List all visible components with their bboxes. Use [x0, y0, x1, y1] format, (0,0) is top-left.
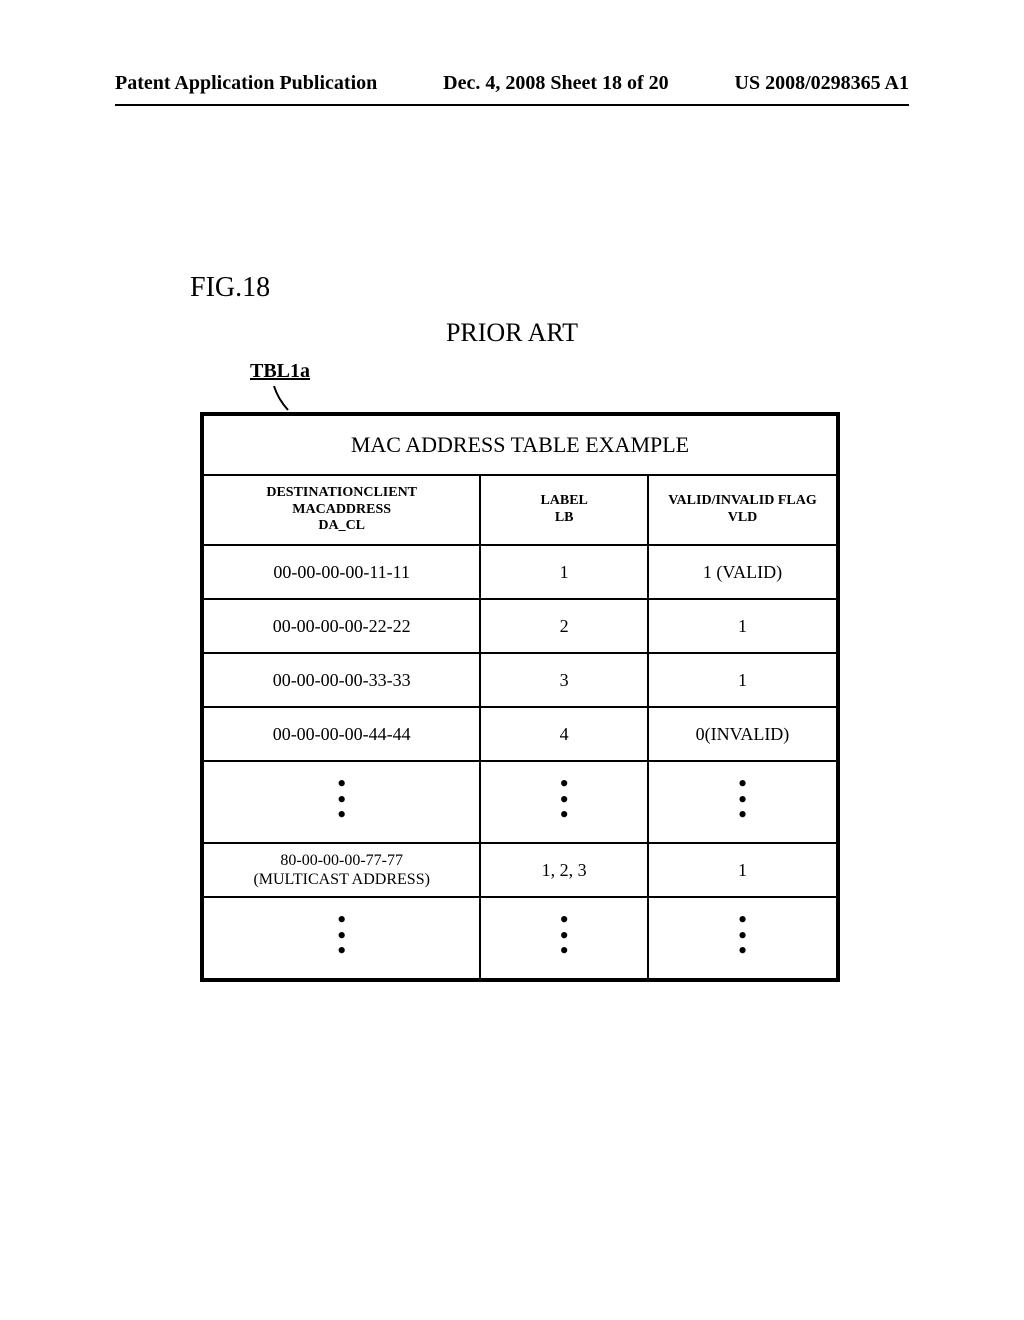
- table-row: 00-00-00-00-11-11 1 1 (VALID): [202, 545, 838, 599]
- cell-ellipsis: •••: [480, 897, 648, 980]
- header-divider: [115, 104, 909, 106]
- cell-flag: 0(INVALID): [648, 707, 838, 761]
- table-row: 80-00-00-00-77-77 (MULTICAST ADDRESS) 1,…: [202, 843, 838, 897]
- table-row: 00-00-00-00-44-44 4 0(INVALID): [202, 707, 838, 761]
- cell-label: 1: [480, 545, 648, 599]
- mac-address-table: MAC ADDRESS TABLE EXAMPLE DESTINATIONCLI…: [200, 412, 840, 982]
- cell-ellipsis: •••: [648, 761, 838, 843]
- cell-flag: 1 (VALID): [648, 545, 838, 599]
- cell-mac-multicast: 80-00-00-00-77-77 (MULTICAST ADDRESS): [202, 843, 480, 897]
- cell-label: 2: [480, 599, 648, 653]
- header-center: Dec. 4, 2008 Sheet 18 of 20: [443, 72, 669, 95]
- table-header-row: DESTINATIONCLIENT MACADDRESS DA_CL LABEL…: [202, 475, 838, 545]
- column-header-mac: DESTINATIONCLIENT MACADDRESS DA_CL: [202, 475, 480, 545]
- cell-ellipsis: •••: [480, 761, 648, 843]
- pointer-arrow-icon: [268, 384, 298, 414]
- cell-mac: 00-00-00-00-11-11: [202, 545, 480, 599]
- prior-art-label: PRIOR ART: [0, 318, 1024, 348]
- cell-ellipsis: •••: [202, 761, 480, 843]
- table-title: MAC ADDRESS TABLE EXAMPLE: [202, 414, 838, 475]
- cell-mac: 00-00-00-00-33-33: [202, 653, 480, 707]
- column-header-flag: VALID/INVALID FLAG VLD: [648, 475, 838, 545]
- page-header: Patent Application Publication Dec. 4, 2…: [115, 72, 909, 95]
- cell-mac: 00-00-00-00-44-44: [202, 707, 480, 761]
- header-left: Patent Application Publication: [115, 72, 377, 95]
- table-row: 00-00-00-00-22-22 2 1: [202, 599, 838, 653]
- table-title-row: MAC ADDRESS TABLE EXAMPLE: [202, 414, 838, 475]
- header-right: US 2008/0298365 A1: [735, 72, 909, 95]
- cell-flag: 1: [648, 843, 838, 897]
- cell-label: 3: [480, 653, 648, 707]
- table-reference-label: TBL1a: [250, 360, 310, 383]
- column-header-label-text: LABEL LB: [540, 493, 587, 527]
- table-row: 00-00-00-00-33-33 3 1: [202, 653, 838, 707]
- column-header-label: LABEL LB: [480, 475, 648, 545]
- cell-flag: 1: [648, 599, 838, 653]
- cell-label: 1, 2, 3: [480, 843, 648, 897]
- cell-ellipsis: •••: [202, 897, 480, 980]
- multicast-mac: 80-00-00-00-77-77: [280, 852, 403, 869]
- column-header-mac-text: DESTINATIONCLIENT MACADDRESS DA_CL: [266, 485, 417, 535]
- table-ellipsis-row: ••• ••• •••: [202, 761, 838, 843]
- cell-flag: 1: [648, 653, 838, 707]
- cell-ellipsis: •••: [648, 897, 838, 980]
- column-header-flag-text: VALID/INVALID FLAG VLD: [668, 493, 816, 527]
- patent-page: Patent Application Publication Dec. 4, 2…: [0, 0, 1024, 1320]
- multicast-note: (MULTICAST ADDRESS): [253, 871, 429, 888]
- figure-label: FIG.18: [190, 272, 270, 304]
- cell-label: 4: [480, 707, 648, 761]
- table-ellipsis-row: ••• ••• •••: [202, 897, 838, 980]
- cell-mac: 00-00-00-00-22-22: [202, 599, 480, 653]
